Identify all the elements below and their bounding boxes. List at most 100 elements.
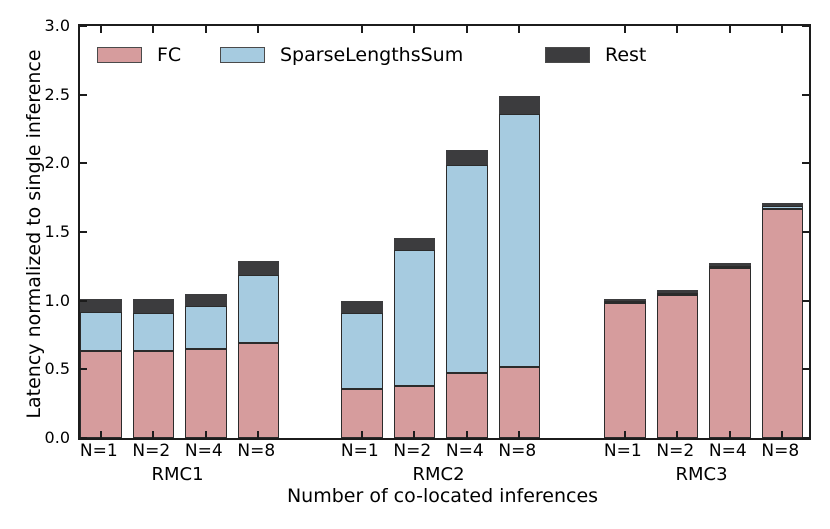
bar-segment-rest <box>498 96 541 114</box>
legend-swatch-sparselengthssum <box>220 47 265 63</box>
bar-segment-sparselengthssum <box>341 313 383 389</box>
x-tick-bottom <box>728 431 731 438</box>
x-tick-top <box>204 26 207 33</box>
bar-segment-rest <box>393 237 436 250</box>
bar-segment-fc <box>185 348 227 438</box>
legend-item-fc: FC <box>97 45 181 65</box>
bar-rmc1-N1 <box>80 299 122 438</box>
bar-segment-fc <box>132 351 175 438</box>
x-tick-top <box>676 26 679 33</box>
bar-segment-fc <box>446 373 488 438</box>
bar-segment-rest <box>185 293 227 307</box>
bar-segment-rest <box>132 299 175 314</box>
x-tick-label: N=4 <box>445 441 484 461</box>
y-tick-left <box>80 368 87 371</box>
bar-rmc1-N4 <box>185 293 227 438</box>
x-tick-label: N=1 <box>79 441 118 461</box>
bar-segment-fc <box>341 388 383 438</box>
y-tick-left <box>80 162 87 165</box>
bar-segment-fc <box>237 343 280 438</box>
x-tick-bottom <box>781 431 784 438</box>
bar-segment-rest <box>237 260 280 275</box>
bar-rmc3-N2 <box>656 290 699 438</box>
x-tick-top <box>728 26 731 33</box>
bar-segment-fc <box>761 208 804 438</box>
legend-item-rest: Rest <box>545 45 646 65</box>
x-tick-bottom <box>152 431 155 438</box>
bar-segment-fc <box>656 295 699 438</box>
y-tick-label: 0.0 <box>44 428 70 447</box>
bar-segment-rest <box>341 300 383 314</box>
x-tick-label: N=1 <box>340 441 379 461</box>
legend-item-sparselengthssum: SparseLengthsSum <box>220 45 463 65</box>
y-tick-left <box>80 25 87 27</box>
y-tick-label: 0.5 <box>44 359 70 379</box>
group-label: RMC2 <box>412 464 465 485</box>
bar-segment-fc <box>80 351 122 438</box>
x-tick-top <box>99 26 102 33</box>
x-tick-label: N=4 <box>708 441 747 461</box>
bar-rmc2-N4 <box>446 149 488 438</box>
y-tick-left <box>80 93 87 96</box>
bar-segment-fc <box>709 267 751 438</box>
y-tick-right <box>802 231 809 233</box>
y-tick-left <box>80 437 87 439</box>
bar-segment-sparselengthssum <box>604 301 646 304</box>
bar-segment-fc <box>393 385 436 438</box>
bar-rmc2-N2 <box>393 237 436 438</box>
bar-segment-rest <box>709 262 751 266</box>
bar-segment-sparselengthssum <box>393 249 436 386</box>
bar-segment-sparselengthssum <box>498 113 541 367</box>
bar-segment-rest <box>80 299 122 312</box>
bar-segment-fc <box>604 303 646 438</box>
x-tick-bottom <box>360 431 363 438</box>
bar-rmc2-N8 <box>498 96 541 438</box>
x-tick-top <box>465 26 468 33</box>
y-tick-right <box>802 25 809 27</box>
y-tick-right <box>802 93 809 96</box>
legend-swatch-rest <box>545 47 590 63</box>
plot-area: FC SparseLengthsSum Rest <box>78 24 811 440</box>
bar-segment-rest <box>656 290 699 294</box>
x-tick-bottom <box>676 431 679 438</box>
y-tick-label: 2.5 <box>44 84 70 104</box>
bar-segment-sparselengthssum <box>80 311 122 352</box>
y-tick-right <box>802 437 809 439</box>
bar-segment-sparselengthssum <box>132 313 175 352</box>
x-tick-top <box>623 26 626 33</box>
y-tick-left <box>80 299 87 302</box>
x-tick-label: N=8 <box>237 441 276 461</box>
bar-rmc2-N1 <box>341 300 383 438</box>
y-tick-label: 3.0 <box>44 16 70 35</box>
x-tick-bottom <box>413 431 416 438</box>
x-tick-label: N=1 <box>603 441 642 461</box>
bar-segment-sparselengthssum <box>761 205 804 209</box>
bar-segment-sparselengthssum <box>446 164 488 374</box>
x-tick-bottom <box>99 431 102 438</box>
x-tick-label: N=4 <box>184 441 223 461</box>
x-tick-top <box>257 26 260 33</box>
x-tick-label: N=8 <box>498 441 537 461</box>
bar-segment-rest <box>761 203 804 206</box>
bar-segment-sparselengthssum <box>709 265 751 268</box>
x-axis-title: Number of co-located inferences <box>286 485 599 507</box>
bar-rmc3-N1 <box>604 299 646 438</box>
bar-segment-rest <box>604 299 646 302</box>
legend-label: Rest <box>605 44 647 66</box>
y-tick-left <box>80 231 87 233</box>
y-tick-right <box>802 368 809 371</box>
x-tick-label: N=2 <box>656 441 695 461</box>
group-label: RMC1 <box>151 464 204 485</box>
legend-swatch-fc <box>97 47 142 63</box>
x-tick-top <box>413 26 416 33</box>
x-tick-label: N=2 <box>393 441 432 461</box>
group-label: RMC3 <box>675 464 728 485</box>
bar-rmc1-N2 <box>132 299 175 438</box>
bar-segment-fc <box>498 366 541 438</box>
x-tick-top <box>360 26 363 33</box>
bar-segment-rest <box>446 149 488 165</box>
bar-segment-sparselengthssum <box>185 306 227 349</box>
x-tick-bottom <box>465 431 468 438</box>
y-tick-label: 2.0 <box>44 153 70 173</box>
x-tick-top <box>781 26 784 33</box>
